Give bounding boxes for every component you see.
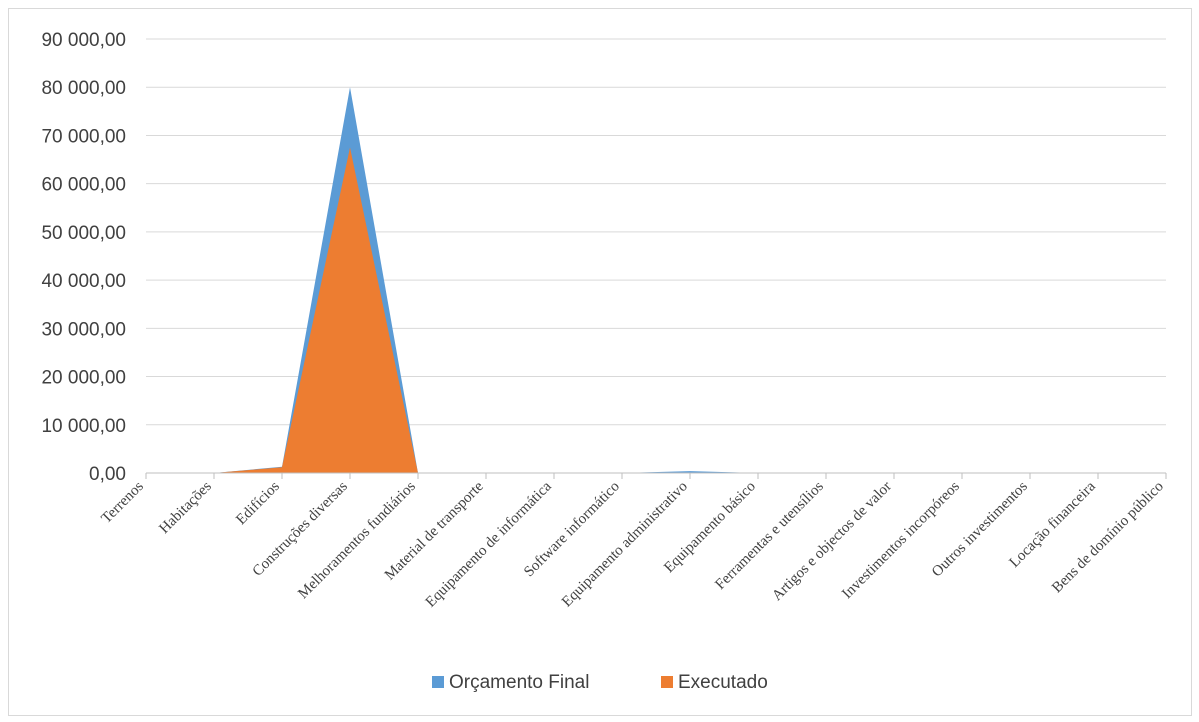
y-axis-tick-labels: 0,00 10 000,00 20 000,00 30 000,00 40 000,00…: [41, 30, 126, 485]
y-tick-label: 60 000,00: [41, 175, 126, 196]
legend-label: Executado: [678, 672, 768, 693]
area-chart: 0,00 10 000,00 20 000,00 30 000,00 40 000,00…: [41, 30, 1167, 693]
x-tick-label: Terrenos: [99, 478, 147, 526]
y-tick-label: 70 000,00: [41, 126, 126, 147]
x-tick-label: Edifícios: [233, 478, 283, 528]
x-axis: [145, 472, 1167, 479]
legend: Orçamento Final Executado: [432, 672, 768, 693]
y-tick-label: 40 000,00: [41, 271, 126, 292]
x-tick-label: Equipamento de informática: [423, 478, 555, 610]
x-tick-label: Bens de domínio público: [1049, 479, 1167, 597]
area-series-executado: [146, 147, 1166, 473]
chart-container: 0,00 10 000,00 20 000,00 30 000,00 40 000,00…: [8, 8, 1192, 716]
legend-swatch: [432, 676, 444, 688]
y-tick-label: 90 000,00: [41, 30, 126, 51]
legend-swatch: [661, 676, 673, 688]
x-tick-label: Melhoramentos fundiários: [295, 478, 419, 602]
x-tick-label: Equipamento administrativo: [559, 479, 691, 611]
y-tick-label: 50 000,00: [41, 223, 126, 244]
series-areas: [146, 87, 1166, 473]
y-tick-label: 10 000,00: [41, 416, 126, 437]
y-tick-label: 80 000,00: [41, 78, 126, 99]
legend-label: Orçamento Final: [449, 672, 589, 693]
x-tick-label: Habitações: [156, 478, 215, 537]
area-series-orcamento-final: [146, 87, 1166, 473]
y-tick-label: 30 000,00: [41, 319, 126, 340]
x-tick-label: Investimentos incorpóreos: [839, 478, 963, 602]
y-tick-label: 0,00: [89, 464, 126, 485]
y-tick-label: 20 000,00: [41, 368, 126, 389]
gridlines: [146, 38, 1166, 426]
x-tick-label: Artigos e objectos de valor: [769, 479, 895, 605]
